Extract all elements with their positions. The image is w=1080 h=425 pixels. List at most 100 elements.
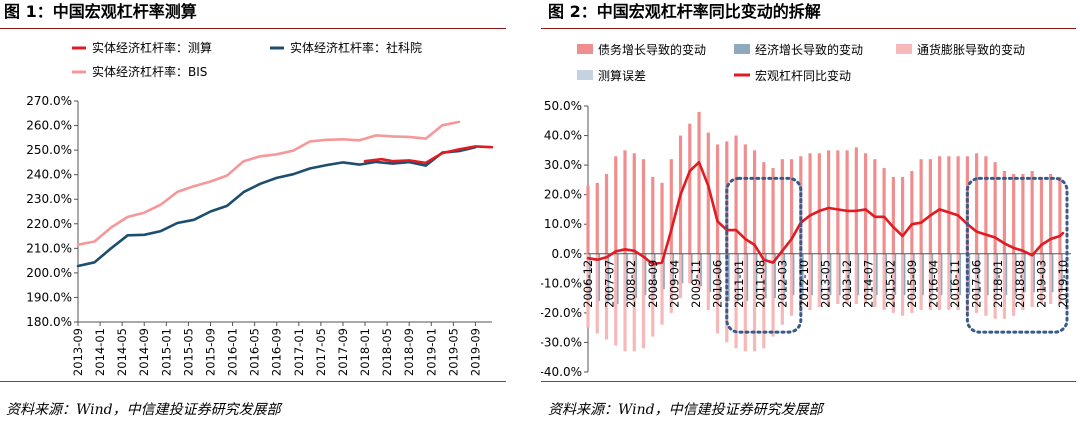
debt-growth-bar [1049,173,1053,254]
legend-swatch [896,44,912,54]
economic-growth-bar [737,253,739,302]
economic-growth-bar [644,253,647,296]
debt-growth-bar [614,156,618,254]
debt-growth-bar [845,150,849,254]
economic-growth-bar [959,253,961,296]
economic-growth-bar [829,253,832,296]
economic-growth-bar [727,253,730,302]
x-tick-label: 2006-12 [581,260,595,308]
economic-growth-bar [700,253,702,287]
inflation-bar [1039,253,1044,305]
debt-growth-bar [993,162,997,254]
inflation-bar [817,253,821,307]
x-tick-label: 2019-01 [424,328,438,376]
economic-growth-bar [598,253,601,302]
economic-growth-bar [626,253,628,302]
inflation-bar [1058,253,1062,305]
debt-growth-bar [604,173,609,254]
debt-growth-bar [901,176,905,254]
cass-series-line [76,145,477,268]
inflation-bar [789,253,794,316]
economic-growth-bar [690,253,693,284]
debt-growth-bar [891,176,895,254]
x-tick-label: 2017-06 [970,260,984,308]
inflation-bar [836,253,840,305]
economic-growth-bar [894,253,897,296]
x-tick-label: 2018-01 [991,260,1005,308]
economic-growth-bar [931,253,934,296]
inflation-bar [734,253,738,349]
inflation-bar [604,253,609,340]
debt-growth-bar [873,159,877,254]
debt-growth-bar [928,159,932,254]
debt-growth-bar [651,176,655,254]
inflation-bar [669,253,673,313]
debt-growth-bar [697,111,701,254]
left-chart-title: 图 1：中国宏观杠杆率测算 [4,2,197,21]
inflation-bar [901,253,905,316]
inflation-bar [623,253,627,352]
inflation-bar [947,253,951,310]
x-tick-label: 2016-05 [248,328,262,376]
debt-growth-bar [826,150,831,254]
y-tick-label: -30.0% [541,335,582,349]
debt-growth-bar [743,144,747,254]
y-tick-label: 260.0% [26,119,72,133]
economic-growth-bar [1005,253,1008,296]
inflation-bar [715,253,720,334]
highlight-box [725,176,803,334]
economic-growth-bar [681,253,684,284]
economic-growth-bar [1033,253,1035,293]
inflation-bar [956,253,960,310]
inflation-bar [771,253,775,337]
x-tick-label: 2015-09 [203,328,217,376]
yoy-change-line [586,160,1065,266]
economic-growth-bar [940,253,943,296]
x-tick-label: 2014-07 [862,260,876,308]
economic-growth-bar [1024,253,1026,293]
x-tick-label: 2011-08 [754,260,768,308]
debt-growth-bar [836,150,840,254]
inflation-bar [873,253,877,307]
economic-growth-bar [996,253,998,296]
debt-growth-bar [641,159,646,254]
inflation-bar [1002,253,1006,319]
economic-growth-bar [885,253,887,296]
economic-growth-bar [811,253,813,296]
x-tick-label: 2016-11 [948,260,962,308]
x-tick-label: 2010-06 [711,260,725,308]
debt-growth-bar [854,147,858,254]
inflation-bar [780,253,784,325]
inflation-bar [595,253,599,334]
debt-growth-bar [752,150,757,254]
legend-label: 实体经济杠杆率：社科院 [290,40,422,55]
inflation-bar [854,253,858,305]
x-tick-label: 2016-04 [926,260,940,308]
legend-swatch [577,44,593,54]
economic-growth-bar [746,253,749,302]
x-tick-label: 2009-11 [689,260,703,308]
debt-growth-bar [706,132,710,254]
inflation-bar [1021,253,1025,310]
economic-growth-bar [1014,253,1017,296]
debt-growth-bar [1002,171,1006,254]
highlight-box [965,176,1069,334]
debt-growth-bar [1058,176,1062,254]
debt-growth-bar [632,153,636,254]
inflation-bar [928,253,932,310]
x-tick-label: 2013-05 [819,260,833,308]
legend-swatch [734,44,750,54]
inflation-bar [632,253,636,352]
economic-growth-bar [913,253,915,296]
legend-swatch [577,70,593,80]
economic-growth-bar [820,253,823,296]
economic-growth-bar [792,253,795,296]
economic-growth-bar [977,253,980,296]
left-title-rule [0,28,506,29]
x-tick-label: 2019-03 [1034,260,1048,308]
debt-growth-bar [1030,171,1034,254]
inflation-bar [688,253,692,284]
x-tick-label: 2013-12 [840,260,854,308]
x-tick-label: 2017-09 [336,328,350,376]
bis-series-line [76,120,461,246]
